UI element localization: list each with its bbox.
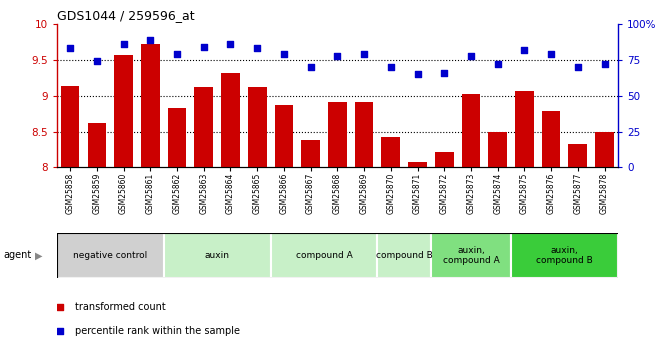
Text: percentile rank within the sample: percentile rank within the sample: [75, 326, 240, 336]
Point: [439, 70, 450, 76]
Text: GDS1044 / 259596_at: GDS1044 / 259596_at: [57, 9, 194, 22]
Bar: [431, 233, 511, 278]
Bar: [511, 233, 618, 278]
Point: [252, 46, 263, 51]
Point: [492, 61, 503, 67]
Text: transformed count: transformed count: [75, 302, 166, 312]
Bar: [221, 73, 240, 167]
Text: auxin: auxin: [204, 251, 230, 260]
Point: [359, 51, 369, 57]
Text: ▶: ▶: [35, 250, 43, 260]
Point: [172, 51, 182, 57]
Bar: [408, 161, 427, 167]
Point: [412, 71, 423, 77]
Point: [599, 61, 610, 67]
Bar: [164, 233, 271, 278]
Point: [572, 64, 583, 70]
Bar: [194, 87, 213, 167]
Bar: [595, 131, 614, 167]
Bar: [515, 91, 534, 167]
Point: [198, 44, 209, 50]
Bar: [462, 94, 480, 167]
Text: auxin,
compound A: auxin, compound A: [443, 246, 499, 265]
Point: [55, 304, 65, 309]
Point: [279, 51, 289, 57]
Text: compound A: compound A: [296, 251, 352, 260]
Point: [145, 37, 156, 43]
Point: [332, 53, 343, 58]
Bar: [377, 233, 431, 278]
Text: negative control: negative control: [73, 251, 148, 260]
Bar: [57, 233, 164, 278]
Point: [118, 41, 129, 47]
Point: [305, 64, 316, 70]
Bar: [488, 131, 507, 167]
Bar: [301, 140, 320, 167]
Bar: [248, 87, 267, 167]
Bar: [61, 87, 79, 167]
Point: [546, 51, 556, 57]
Text: compound B: compound B: [376, 251, 432, 260]
Bar: [88, 123, 106, 167]
Bar: [114, 55, 133, 167]
Point: [55, 328, 65, 334]
Point: [519, 47, 530, 53]
Point: [385, 64, 396, 70]
Bar: [542, 111, 560, 167]
Bar: [168, 108, 186, 167]
Bar: [568, 144, 587, 167]
Bar: [381, 137, 400, 167]
Text: auxin,
compound B: auxin, compound B: [536, 246, 593, 265]
Bar: [328, 102, 347, 167]
Bar: [271, 233, 377, 278]
Point: [466, 53, 476, 58]
Bar: [141, 44, 160, 167]
Bar: [275, 105, 293, 167]
Bar: [355, 102, 373, 167]
Text: agent: agent: [3, 250, 31, 260]
Bar: [435, 151, 454, 167]
Point: [92, 59, 102, 64]
Point: [225, 41, 236, 47]
Point: [65, 46, 75, 51]
